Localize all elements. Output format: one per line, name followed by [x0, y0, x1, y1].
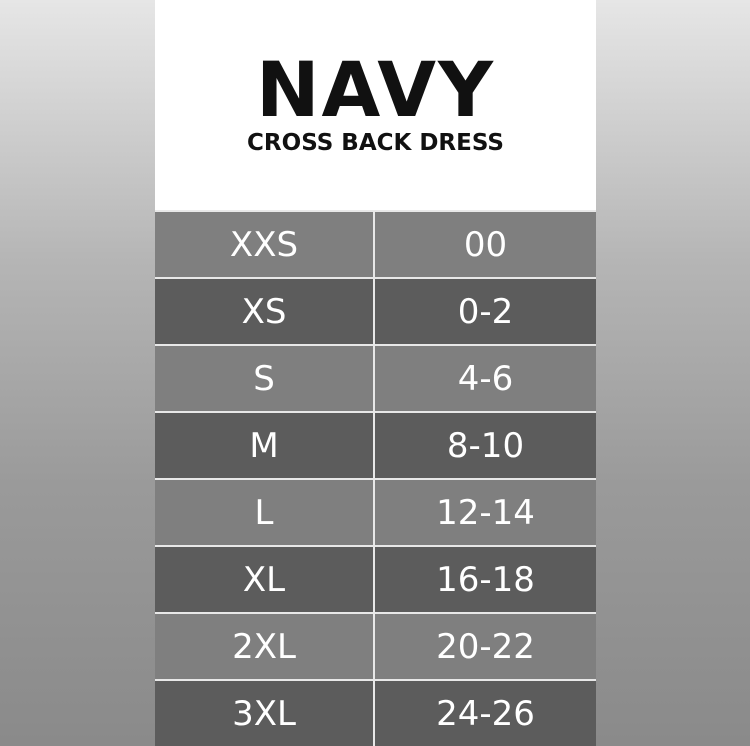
chart-title: NAVY: [255, 45, 496, 134]
us-size-cell: 20-22: [373, 614, 596, 679]
chart-subtitle: CROSS BACK DRESS: [247, 130, 504, 156]
us-size-cell: 12-14: [373, 480, 596, 545]
chart-header: NAVY CROSS BACK DRESS: [155, 0, 596, 210]
table-row: M 8-10: [155, 411, 596, 478]
us-size-cell: 24-26: [373, 681, 596, 746]
size-cell: XS: [155, 279, 373, 344]
us-size-cell: 16-18: [373, 547, 596, 612]
table-row: 3XL 24-26: [155, 679, 596, 746]
size-cell: XXS: [155, 212, 373, 277]
us-size-cell: 4-6: [373, 346, 596, 411]
us-size-cell: 00: [373, 212, 596, 277]
table-row: XS 0-2: [155, 277, 596, 344]
table-row: L 12-14: [155, 478, 596, 545]
size-cell: L: [155, 480, 373, 545]
size-cell: 2XL: [155, 614, 373, 679]
table-row: XXS 00: [155, 210, 596, 277]
size-cell: S: [155, 346, 373, 411]
us-size-cell: 8-10: [373, 413, 596, 478]
size-table: XXS 00 XS 0-2 S 4-6 M 8-10 L 12-14 XL 16-18 2XL 20-22…: [155, 210, 596, 746]
table-row: 2XL 20-22: [155, 612, 596, 679]
us-size-cell: 0-2: [373, 279, 596, 344]
size-chart: NAVY CROSS BACK DRESS XXS 00 XS 0-2 S 4-6 M 8-1…: [155, 0, 596, 746]
size-cell: XL: [155, 547, 373, 612]
table-row: XL 16-18: [155, 545, 596, 612]
size-cell: M: [155, 413, 373, 478]
table-row: S 4-6: [155, 344, 596, 411]
size-cell: 3XL: [155, 681, 373, 746]
